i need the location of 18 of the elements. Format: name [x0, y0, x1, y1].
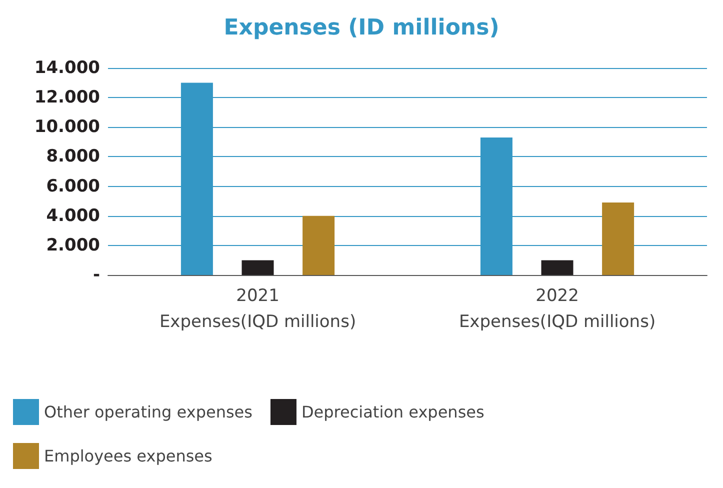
legend-label: Other operating expenses	[44, 402, 252, 422]
y-tick-label: 8.000	[46, 146, 100, 167]
y-tick-label: 12.000	[34, 88, 100, 108]
y-tick-label: 10.000	[34, 117, 100, 138]
x-tick-label: 2021 Expenses(IQD millions)	[159, 286, 356, 332]
y-tick-label: -	[92, 265, 100, 285]
chart-title: Expenses (ID millions)	[224, 16, 500, 40]
legend-label: Depreciation expenses	[301, 402, 484, 422]
bar	[602, 202, 634, 275]
bar	[242, 260, 274, 275]
y-tick-label: 6.000	[46, 176, 100, 196]
y-tick-label: 14.000	[34, 58, 100, 78]
y-tick-label: 2.000	[46, 235, 100, 256]
bar	[302, 216, 335, 275]
legend-label: Employees expenses	[44, 446, 212, 466]
bar	[541, 260, 574, 275]
y-tick-label: 4.000	[46, 206, 100, 226]
x-tick-label: 2022 Expenses(IQD millions)	[458, 286, 656, 332]
